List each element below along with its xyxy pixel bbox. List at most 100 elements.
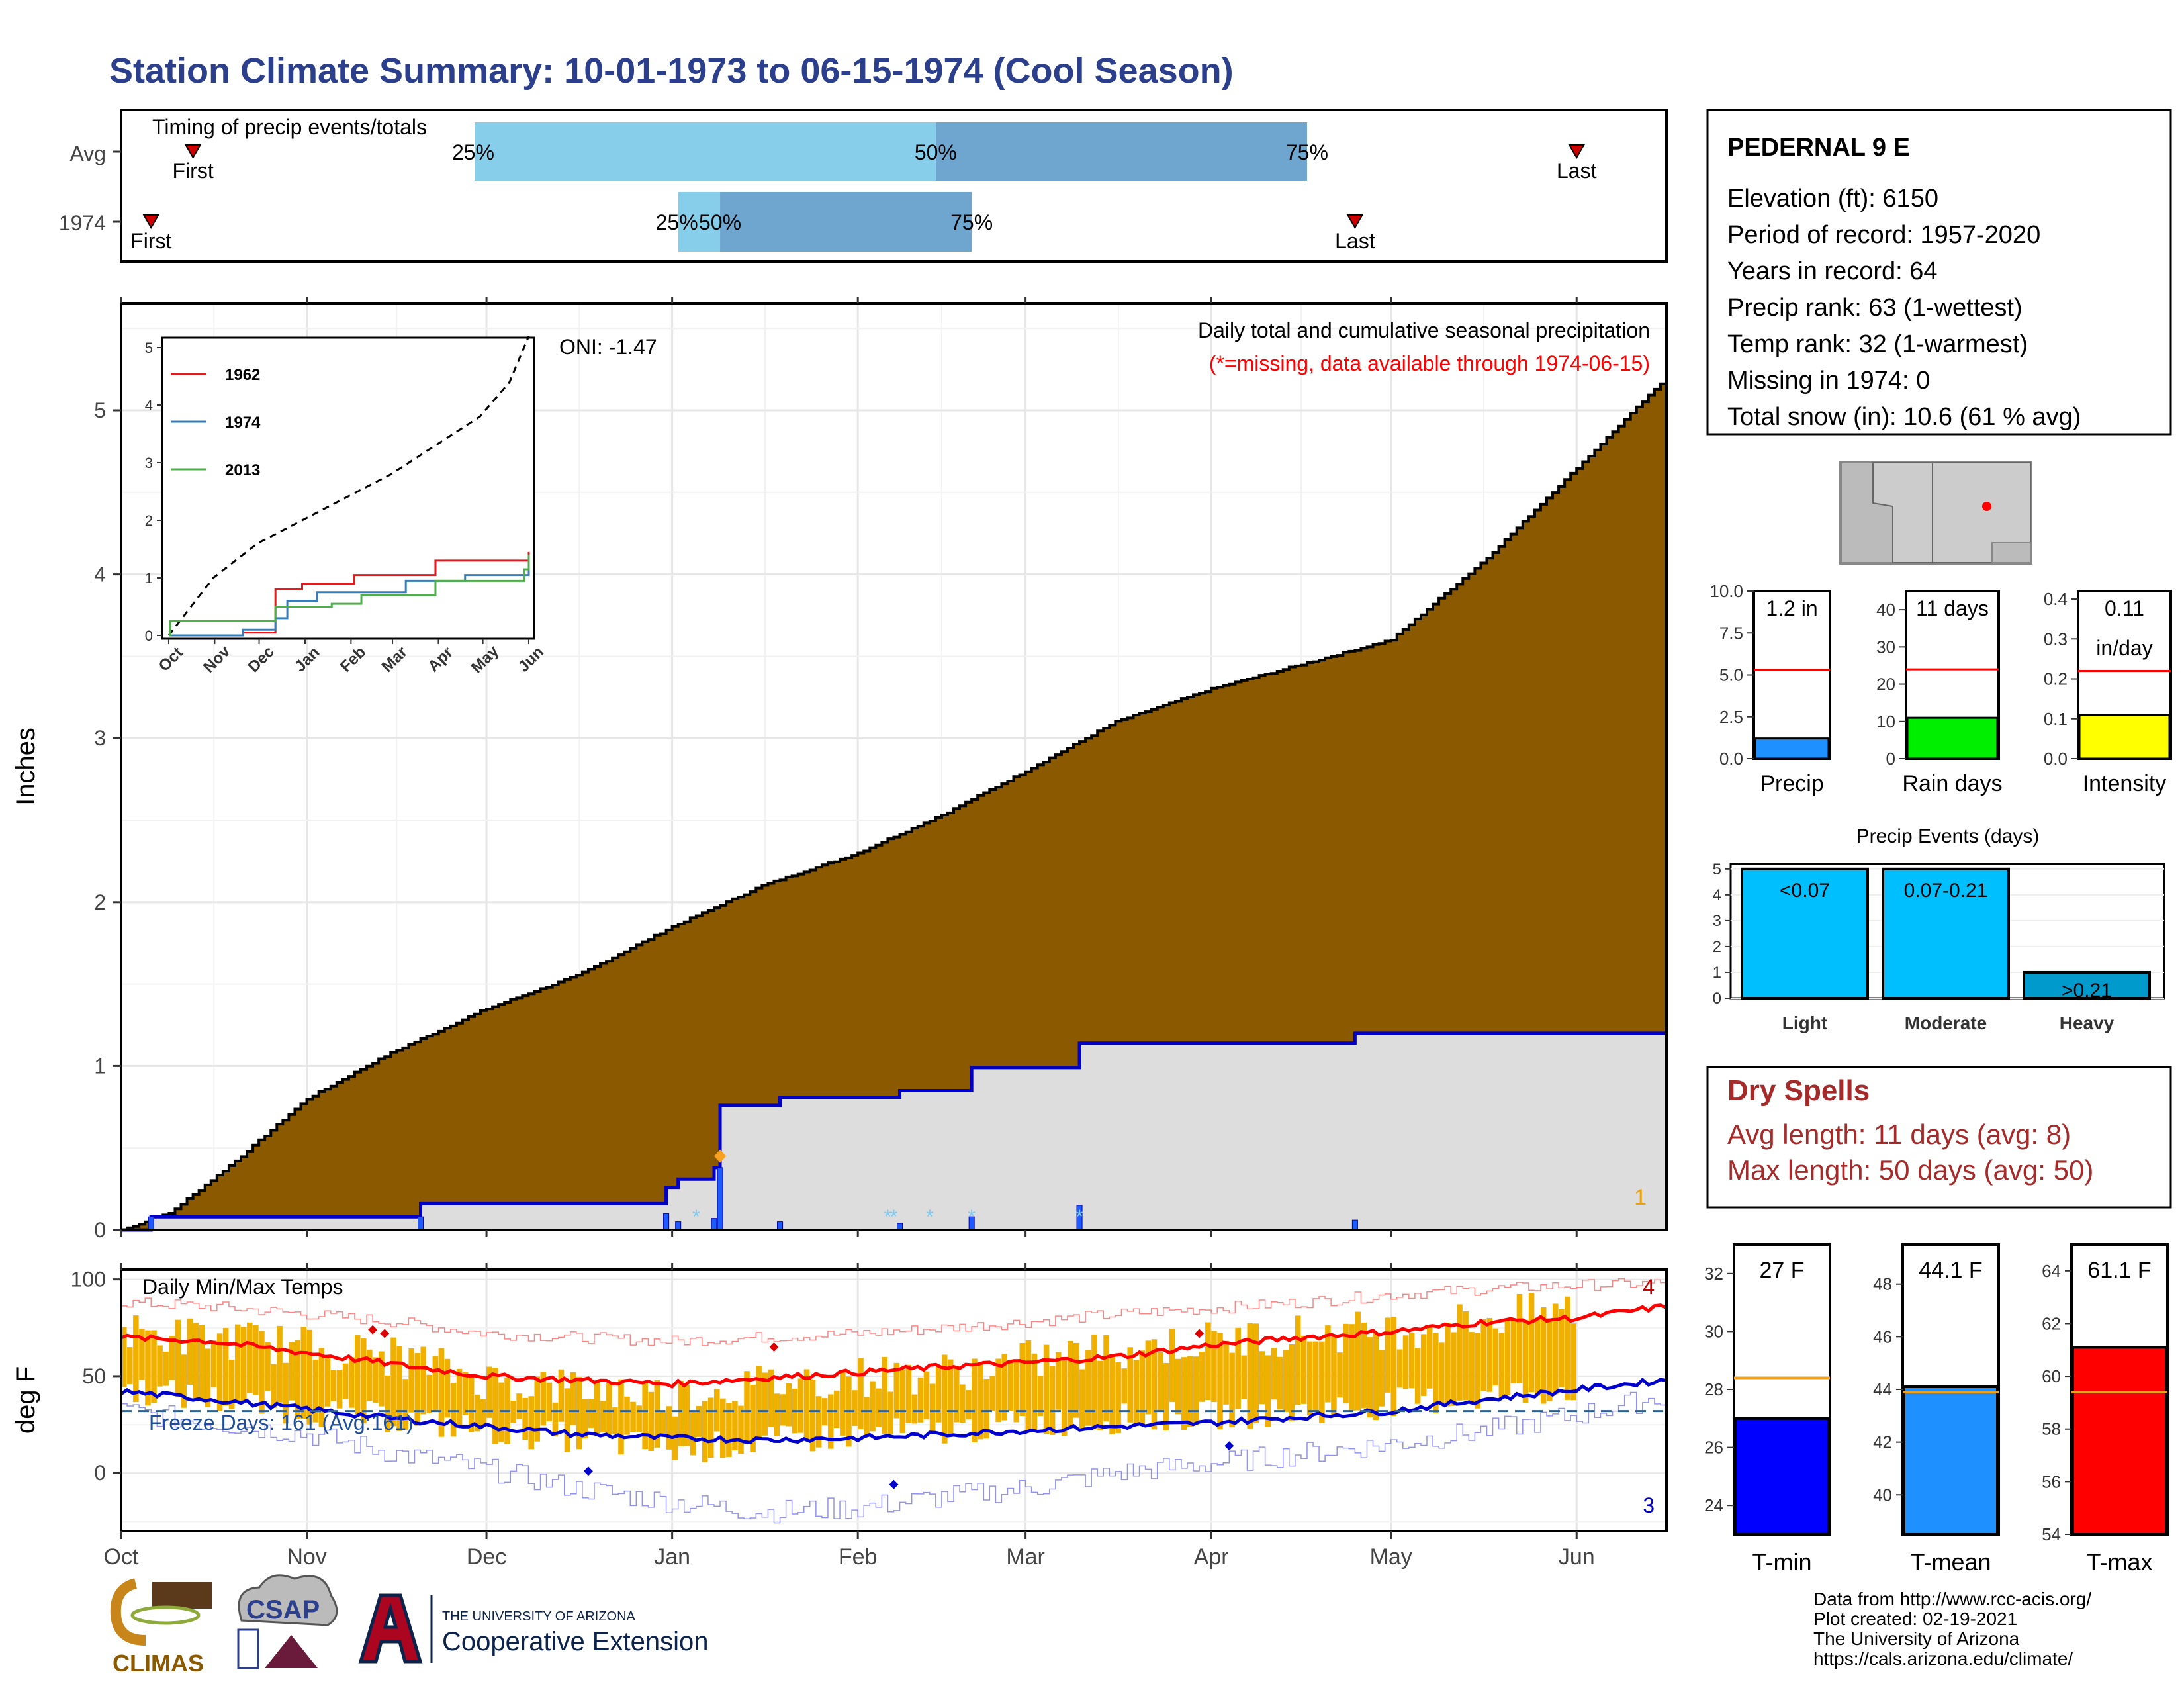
temp-daily-bar-196 xyxy=(1295,1315,1301,1405)
temp-daily-bar-76 xyxy=(576,1377,582,1450)
temp-daily-bar-118 xyxy=(827,1394,834,1449)
summary-bar-intensity: 0.11 in/day Intensity 0.0 0.1 0.2 0.3 0.4 xyxy=(2044,589,2172,796)
temp-daily-bar-242 xyxy=(1570,1323,1576,1401)
summary-bar-ytick-label-2-2: 0.2 xyxy=(2044,669,2068,689)
temp-daily-bar-133 xyxy=(917,1377,924,1423)
temp-bar-ytick-label-2-2: 58 xyxy=(2042,1419,2061,1439)
temp-daily-bar-47 xyxy=(402,1379,408,1430)
timing-avg-last-marker xyxy=(1568,144,1585,159)
events-ytick-label-4: 4 xyxy=(1713,886,1721,904)
temp-daily-bar-150 xyxy=(1019,1342,1026,1416)
temp-panel-title: Daily Min/Max Temps xyxy=(142,1275,343,1299)
snow-mark-1: * xyxy=(884,1206,892,1228)
precip-ytick-label-4: 4 xyxy=(94,563,106,586)
temp-daily-bar-80 xyxy=(600,1401,606,1433)
temp-daily-bar-55 xyxy=(450,1382,457,1437)
snow-mark-3: * xyxy=(926,1206,934,1228)
temp-daily-bar-32 xyxy=(312,1359,319,1423)
events-category-heavy: Heavy xyxy=(2060,1013,2115,1033)
temp-ytick-label-50: 50 xyxy=(82,1364,106,1388)
precip-frame xyxy=(120,302,1668,1231)
temp-daily-bar-176 xyxy=(1175,1358,1181,1415)
precip-ytick-label-5: 5 xyxy=(94,399,106,422)
summary-bar-value-label-2: 0.11 xyxy=(2105,596,2144,620)
temp-daily-bar-227 xyxy=(1480,1319,1486,1391)
events-category-moderate: Moderate xyxy=(1905,1013,1987,1033)
temp-daily-bar-6 xyxy=(157,1345,163,1387)
month-label-Jan: Jan xyxy=(654,1544,690,1570)
temp-daily-bar-117 xyxy=(821,1398,828,1426)
timing-avg-last-label: Last xyxy=(1557,159,1597,183)
temp-daily-bar-126 xyxy=(876,1388,882,1427)
temp-daily-bar-241 xyxy=(1565,1296,1570,1400)
temp-daily-bar-43 xyxy=(379,1351,385,1407)
temp-daily-bar-143 xyxy=(978,1362,983,1440)
temp-daily-bar-164 xyxy=(1103,1335,1109,1422)
temp-daily-bar-23 xyxy=(259,1331,265,1414)
timing-1974-first-marker xyxy=(142,214,159,229)
inset-ytick-label-2: 2 xyxy=(145,512,153,529)
temp-daily-bar-132 xyxy=(911,1394,918,1424)
dry-spells-box: Dry Spells Avg length: 11 days (avg: 8) … xyxy=(1706,1066,2172,1209)
temp-daily-bar-172 xyxy=(1151,1339,1158,1430)
temp-daily-bar-88 xyxy=(648,1391,654,1451)
temp-daily-bar-174 xyxy=(1163,1362,1169,1431)
temp-daily-bar-222 xyxy=(1451,1332,1457,1406)
temp-daily-bar-215 xyxy=(1408,1332,1415,1389)
temp-daily-bar-42 xyxy=(373,1357,379,1403)
events-ytick-label-2: 2 xyxy=(1713,938,1721,956)
inset-ytick-label-5: 5 xyxy=(145,340,153,356)
temp-daily-bar-102 xyxy=(732,1401,738,1451)
summary-bar-ytick-label-0-0: 0.0 xyxy=(1719,749,1743,769)
temp-daily-bar-61 xyxy=(486,1366,492,1418)
temp-bar-ytick-label-1-1: 42 xyxy=(1873,1432,1892,1452)
temp-daily-bar-17 xyxy=(222,1328,229,1406)
temp-daily-bar-167 xyxy=(1121,1368,1127,1404)
temp-daily-bar-129 xyxy=(893,1362,900,1419)
csap-gauge xyxy=(237,1628,259,1669)
ua-big-text: Cooperative Extension xyxy=(442,1627,708,1656)
temp-bar-ytick-label-2-3: 60 xyxy=(2042,1366,2061,1386)
temp-daily-bar-67 xyxy=(522,1397,528,1440)
temp-daily-bar-130 xyxy=(899,1369,906,1433)
summary-bar-ytick-label-2-3: 0.3 xyxy=(2044,629,2068,649)
temp-daily-bar-107 xyxy=(762,1372,768,1436)
credit-line-2: The University of Arizona xyxy=(1813,1628,2020,1649)
figure-title: Station Climate Summary: 10-01-1973 to 0… xyxy=(109,51,1234,91)
summary-bar-value-label-0: 1.2 in xyxy=(1766,596,1817,620)
temp-y-axis-title: deg F xyxy=(11,1366,40,1434)
temp-daily-bar-191 xyxy=(1265,1355,1271,1427)
temp-daily-bar-54 xyxy=(444,1358,451,1418)
record-high-marker-1 xyxy=(380,1329,390,1338)
temp-daily-bar-25 xyxy=(271,1364,277,1408)
events-bar-moderate xyxy=(1882,867,2010,1000)
temp-bar-ytick-label-1-3: 46 xyxy=(1873,1327,1892,1346)
precip-corner-count: 1 xyxy=(1634,1185,1647,1210)
temp-avg-max-line xyxy=(120,1303,1667,1389)
temp-daily-bar-89 xyxy=(654,1380,660,1448)
temp-daily-bar-70 xyxy=(540,1372,547,1426)
temp-daily-bar-237 xyxy=(1540,1307,1547,1404)
temp-daily-bar-74 xyxy=(564,1388,570,1452)
credit-line-1: Plot created: 02-19-2021 xyxy=(1813,1609,2017,1629)
temp-daily-bar-106 xyxy=(756,1366,762,1440)
temp-bar-ytick-label-1-4: 48 xyxy=(1873,1274,1892,1294)
record-high-marker-3 xyxy=(1195,1329,1205,1338)
temp-daily-bar-208 xyxy=(1367,1337,1373,1418)
temp-daily-bar-103 xyxy=(738,1405,744,1454)
precip-daily-bar-0 xyxy=(148,1216,154,1231)
temp-daily-bar-111 xyxy=(786,1383,792,1427)
temp-bar-ytick-label-2-1: 56 xyxy=(2042,1472,2061,1491)
temp-daily-bar-158 xyxy=(1067,1341,1073,1427)
temp-bar-ytick-label-0-1: 26 xyxy=(1704,1438,1723,1458)
temp-daily-bar-116 xyxy=(815,1396,822,1448)
temp-daily-bar-187 xyxy=(1241,1355,1247,1399)
temp-daily-bar-201 xyxy=(1325,1325,1331,1403)
temp-daily-bar-5 xyxy=(151,1330,157,1403)
temp-daily-bar-53 xyxy=(438,1348,445,1437)
temp-daily-bar-94 xyxy=(684,1385,690,1446)
timing-avg-bar-25-50 xyxy=(474,122,936,181)
temp-bar-value-0 xyxy=(1734,1417,1830,1536)
temp-daily-bar-115 xyxy=(809,1380,816,1452)
